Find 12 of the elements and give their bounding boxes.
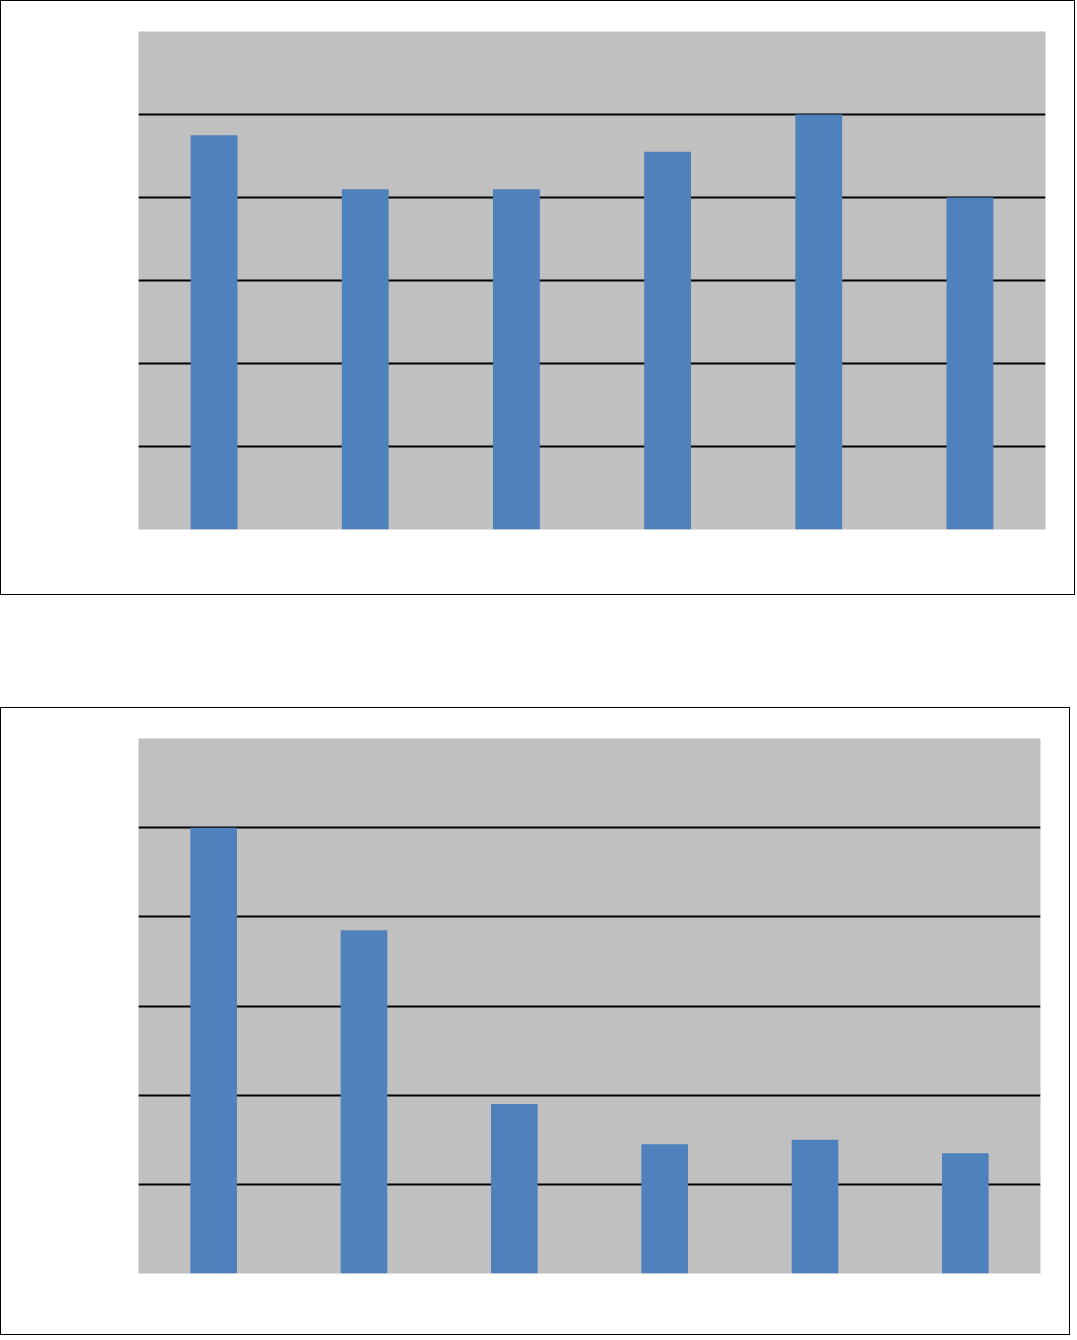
bar [491,1104,538,1274]
bar [190,135,238,530]
bar [942,1153,989,1274]
bar [492,189,540,530]
bar [791,1139,839,1274]
bar [946,197,994,530]
bar [641,1144,688,1274]
bar [340,930,388,1274]
bar [190,827,237,1274]
bar [795,114,843,530]
bar [341,189,389,530]
bar [644,151,692,530]
